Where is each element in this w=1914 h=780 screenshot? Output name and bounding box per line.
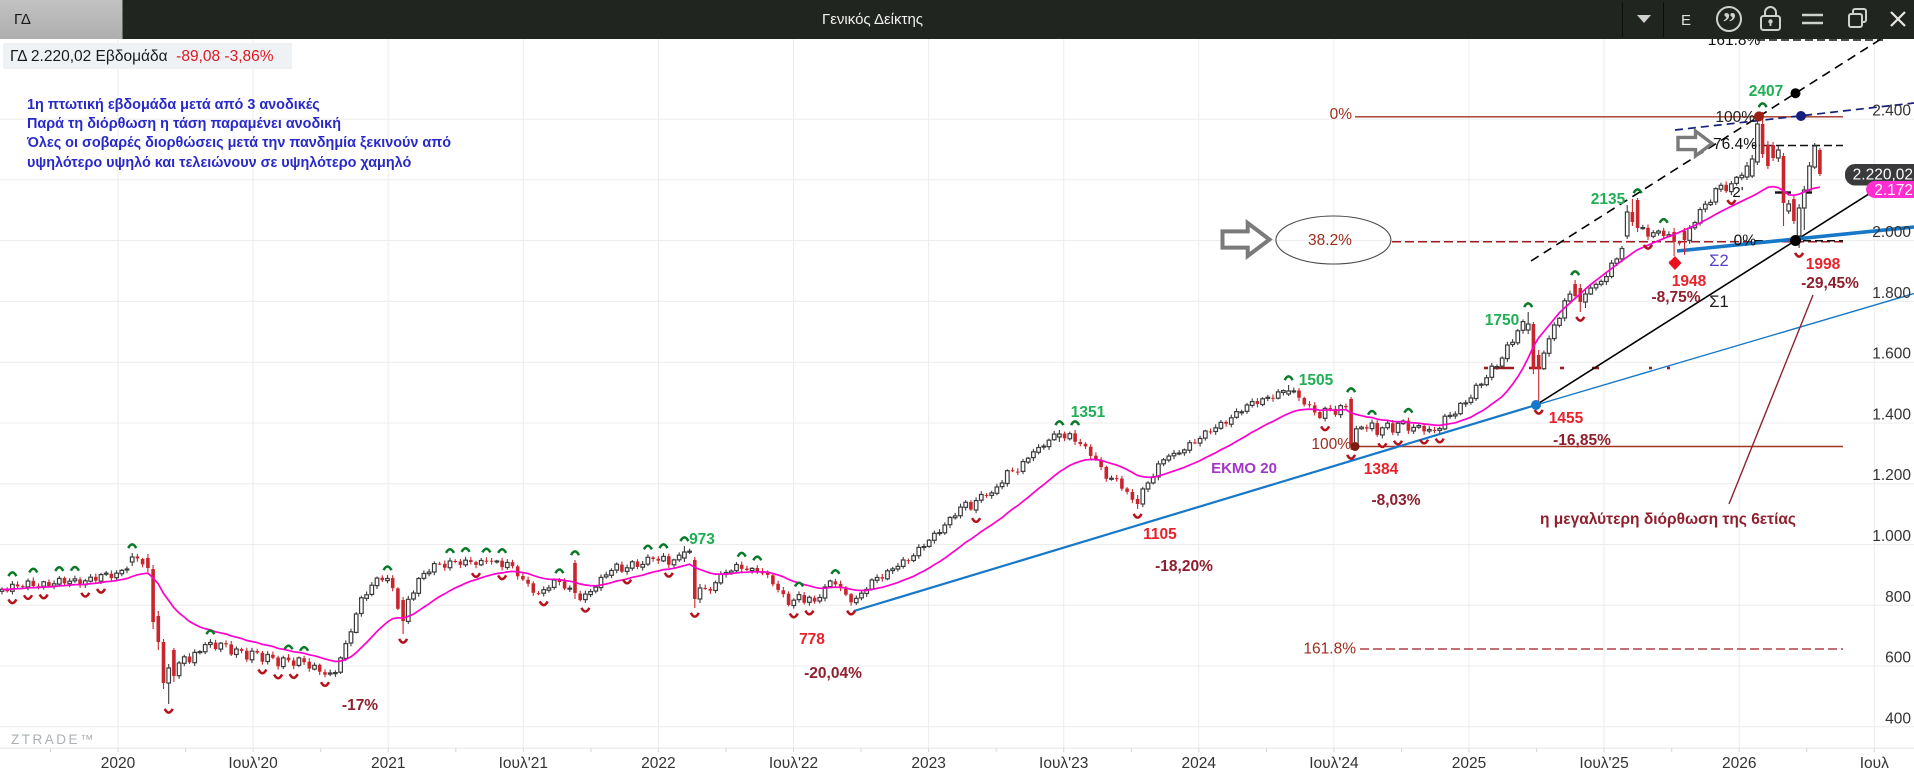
svg-text:1.000: 1.000 bbox=[1872, 528, 1911, 545]
svg-text:E: E bbox=[1681, 12, 1691, 29]
svg-text:161.8%: 161.8% bbox=[1303, 641, 1356, 658]
svg-text:2020: 2020 bbox=[101, 755, 136, 772]
svg-text:1505: 1505 bbox=[1299, 372, 1334, 389]
svg-text:2.000: 2.000 bbox=[1872, 224, 1911, 241]
svg-text:Ιουλ: Ιουλ bbox=[1860, 755, 1889, 772]
svg-text:2': 2' bbox=[1732, 184, 1743, 201]
svg-text:100%: 100% bbox=[1311, 436, 1351, 453]
svg-text:1.200: 1.200 bbox=[1872, 467, 1911, 484]
svg-text:-17%: -17% bbox=[342, 697, 378, 714]
svg-text:2026: 2026 bbox=[1722, 755, 1756, 772]
svg-text:1105: 1105 bbox=[1143, 526, 1177, 543]
svg-text:2022: 2022 bbox=[641, 755, 675, 772]
svg-text:800: 800 bbox=[1885, 589, 1911, 606]
svg-text:-8,03%: -8,03% bbox=[1371, 492, 1420, 509]
svg-text:-18,20%: -18,20% bbox=[1155, 558, 1213, 575]
svg-text:973: 973 bbox=[689, 531, 715, 548]
svg-text:778: 778 bbox=[799, 631, 825, 648]
svg-text:Ιουλ'24: Ιουλ'24 bbox=[1309, 755, 1359, 772]
svg-text:1351: 1351 bbox=[1071, 404, 1106, 421]
svg-text:-16,85%: -16,85% bbox=[1553, 432, 1611, 449]
svg-text:600: 600 bbox=[1885, 650, 1911, 667]
svg-text:1384: 1384 bbox=[1364, 461, 1399, 478]
svg-text:38.2%: 38.2% bbox=[1308, 232, 1352, 249]
svg-text:2.220,02: 2.220,02 bbox=[1853, 167, 1913, 184]
svg-text:Σ2: Σ2 bbox=[1709, 252, 1728, 270]
svg-text:Ιουλ'25: Ιουλ'25 bbox=[1579, 755, 1628, 772]
svg-text:Σ1: Σ1 bbox=[1709, 293, 1728, 311]
svg-text:2021: 2021 bbox=[371, 755, 405, 772]
svg-text:2024: 2024 bbox=[1182, 755, 1217, 772]
svg-text:76.4%: 76.4% bbox=[1713, 136, 1757, 153]
svg-text:100%: 100% bbox=[1715, 109, 1755, 126]
svg-text:0%: 0% bbox=[1330, 106, 1353, 123]
svg-text:Ιουλ'20: Ιουλ'20 bbox=[228, 755, 278, 772]
svg-text:1455: 1455 bbox=[1549, 410, 1584, 427]
svg-text:Ιουλ'23: Ιουλ'23 bbox=[1039, 755, 1088, 772]
svg-text:400: 400 bbox=[1885, 710, 1911, 727]
svg-text:2.172: 2.172 bbox=[1874, 182, 1913, 199]
svg-text:1.600: 1.600 bbox=[1872, 346, 1911, 363]
svg-text:”: ” bbox=[1723, 7, 1737, 37]
svg-text:2.400: 2.400 bbox=[1872, 103, 1911, 120]
svg-text:-29,45%: -29,45% bbox=[1801, 275, 1859, 292]
svg-text:2135: 2135 bbox=[1591, 191, 1626, 208]
svg-text:0%: 0% bbox=[1734, 233, 1757, 250]
svg-text:1.800: 1.800 bbox=[1872, 285, 1911, 302]
svg-text:-8,75%: -8,75% bbox=[1651, 289, 1700, 306]
svg-text:1948: 1948 bbox=[1672, 273, 1707, 290]
svg-text:2025: 2025 bbox=[1452, 755, 1486, 772]
svg-text:ΕΚΜΟ 20: ΕΚΜΟ 20 bbox=[1211, 460, 1277, 477]
svg-text:2407: 2407 bbox=[1749, 83, 1783, 100]
svg-text:Ιουλ'22: Ιουλ'22 bbox=[769, 755, 818, 772]
svg-text:1998: 1998 bbox=[1806, 256, 1841, 273]
svg-text:η μεγαλύτερη διόρθωση της 6ετί: η μεγαλύτερη διόρθωση της 6ετίας bbox=[1540, 511, 1796, 528]
svg-text:1750: 1750 bbox=[1485, 312, 1519, 329]
svg-text:1.400: 1.400 bbox=[1872, 407, 1911, 424]
svg-text:-20,04%: -20,04% bbox=[804, 665, 862, 682]
svg-text:Ιουλ'21: Ιουλ'21 bbox=[499, 755, 548, 772]
svg-text:2023: 2023 bbox=[911, 755, 945, 772]
